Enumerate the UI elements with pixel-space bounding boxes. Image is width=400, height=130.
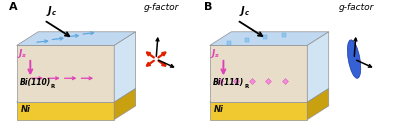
Polygon shape [114, 32, 136, 102]
Text: g-factor: g-factor [338, 3, 374, 12]
Text: Ni: Ni [20, 105, 30, 114]
Text: Bi(110): Bi(110) [20, 78, 51, 87]
Text: $\bfit{J}_c$: $\bfit{J}_c$ [46, 4, 58, 18]
Text: $\bfit{J}_s$: $\bfit{J}_s$ [17, 47, 27, 60]
Polygon shape [210, 88, 329, 102]
Text: R: R [51, 84, 55, 89]
Text: g-factor: g-factor [144, 3, 179, 12]
Text: Bi(111): Bi(111) [213, 78, 244, 87]
Polygon shape [307, 88, 329, 120]
Polygon shape [17, 102, 114, 120]
Text: Ni: Ni [214, 105, 224, 114]
Polygon shape [210, 32, 329, 46]
Text: $\bfit{J}_s$: $\bfit{J}_s$ [210, 47, 220, 60]
Text: A: A [9, 2, 18, 12]
Polygon shape [307, 32, 329, 102]
Text: B: B [204, 2, 212, 12]
Text: R: R [245, 84, 249, 89]
Polygon shape [210, 46, 307, 102]
Ellipse shape [347, 40, 361, 78]
Polygon shape [17, 32, 136, 46]
Polygon shape [17, 88, 136, 102]
Text: $\bfit{J}_c$: $\bfit{J}_c$ [239, 4, 250, 18]
Polygon shape [114, 88, 136, 120]
Polygon shape [210, 102, 307, 120]
Polygon shape [17, 46, 114, 102]
